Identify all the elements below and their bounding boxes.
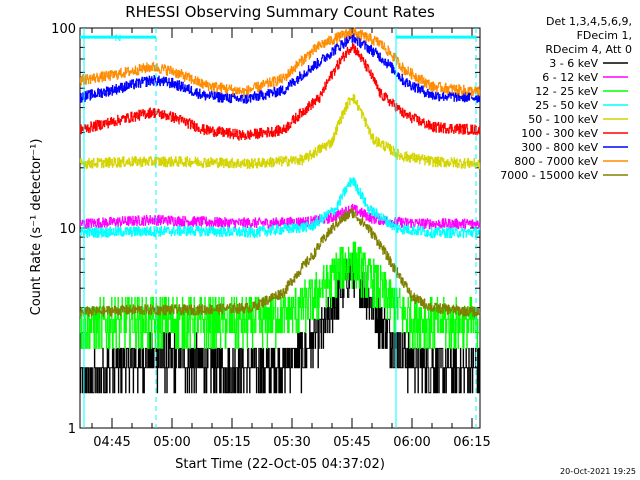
y-axis-title: Count Rate (s⁻¹ detector⁻¹) [29,139,44,316]
legend-header-0: Det 1,3,4,5,6,9, [546,15,632,28]
y-tick-label: 100 [51,22,76,37]
series-trace-7 [79,27,481,98]
series-trace-1 [79,203,481,230]
series-trace-5 [79,42,481,141]
series-trace-0 [79,252,481,394]
legend-label-2: 12 - 25 keV [535,85,598,98]
series-8 [79,208,481,318]
x-tick-label: 05:15 [213,435,250,450]
legend-label-6: 300 - 800 keV [521,141,598,154]
x-tick-label: 06:00 [393,435,430,450]
x-tick-label: 05:00 [153,435,190,450]
series-7 [79,27,481,98]
legend-label-8: 7000 - 15000 keV [500,169,598,182]
x-tick-label: 06:15 [453,435,490,450]
y-tick-label: 1 [68,422,76,437]
x-tick-label: 05:30 [273,435,310,450]
x-tick-label: 05:45 [333,435,370,450]
legend-label-3: 25 - 50 keV [535,99,598,112]
legend-label-5: 100 - 300 keV [521,127,598,140]
flag-label: N [115,34,122,44]
legend-label-0: 3 - 6 keV [549,57,598,70]
x-axis-title: Start Time (22-Oct-05 04:37:02) [175,457,385,472]
plot-area: 1 10 100 04:45 05:00 05:15 05:30 05:45 06:00 06:1… [51,22,491,450]
chart-title: RHESSI Observing Summary Count Rates [125,3,435,21]
series-0 [79,252,481,394]
legend-header-1: FDecim 1, [577,29,632,42]
legend: Det 1,3,4,5,6,9,FDecim 1,RDecim 4, Att 0… [500,15,632,182]
legend-label-1: 6 - 12 keV [542,71,598,84]
series-6 [79,32,481,104]
series-trace-3 [79,177,481,239]
legend-label-7: 800 - 7000 keV [514,155,598,168]
series-4 [79,93,481,170]
series-trace-8 [79,208,481,318]
series-5 [79,42,481,141]
y-tick-label: 10 [59,222,76,237]
series-trace-6 [79,32,481,104]
generation-timestamp: 20-Oct-2021 19:25 [560,467,636,476]
legend-label-4: 50 - 100 keV [528,113,598,126]
series-1 [79,203,481,230]
series-3 [79,177,481,239]
legend-header-2: RDecim 4, Att 0 [545,43,632,56]
series-trace-4 [79,93,481,170]
x-tick-label: 04:45 [93,435,130,450]
